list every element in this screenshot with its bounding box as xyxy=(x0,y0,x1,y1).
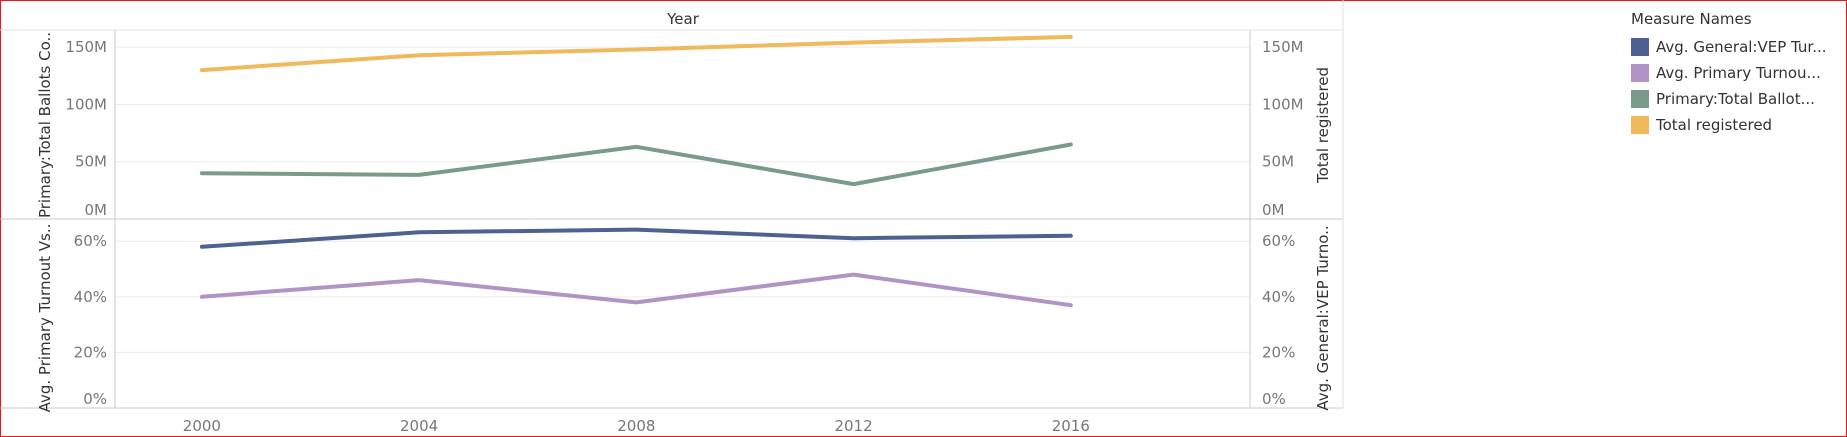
y-tick-label-left: 0M xyxy=(85,201,108,219)
legend-item-total-registered[interactable]: Total registered xyxy=(1631,112,1827,138)
series-line[interactable] xyxy=(199,142,1073,187)
y-tick-label-left: 60% xyxy=(74,232,107,250)
legend-swatch xyxy=(1631,90,1649,108)
bottom-left-axis-title: Avg. Primary Turnout Vs.. xyxy=(36,224,54,413)
bottom-right-axis-title: Avg. General:VEP Turno.. xyxy=(1314,225,1332,410)
legend-label: Avg. Primary Turnou... xyxy=(1656,64,1821,82)
series-line[interactable] xyxy=(199,272,1073,308)
y-tick-label-left: 100M xyxy=(65,95,107,113)
legend-item-primary-ballots[interactable]: Primary:Total Ballot... xyxy=(1631,86,1827,112)
legend-item-primary-turnout[interactable]: Avg. Primary Turnou... xyxy=(1631,60,1827,86)
gridlines xyxy=(115,46,1250,353)
x-tick-label: 2012 xyxy=(834,417,872,435)
x-tick-label: 2008 xyxy=(617,417,655,435)
series-line[interactable] xyxy=(199,227,1073,249)
x-tick-label: 2000 xyxy=(183,417,221,435)
dual-axis-line-chart: Year 0M 0M 50M 50M 100M 100M 150M 150M 0% 0% 20% 20… xyxy=(0,0,1344,435)
y-tick-label-right: 0% xyxy=(1262,390,1286,408)
legend-title: Measure Names xyxy=(1631,10,1752,28)
top-right-axis-title: Total registered xyxy=(1314,67,1332,184)
legend-item-general-vep[interactable]: Avg. General:VEP Tur... xyxy=(1631,34,1827,60)
y-tick-label-right: 0M xyxy=(1262,201,1285,219)
x-tick-label: 2004 xyxy=(400,417,438,435)
y-tick-label-right: 100M xyxy=(1262,95,1304,113)
column-header-year: Year xyxy=(666,10,700,28)
axis-ticks: 0M 0M 50M 50M 100M 100M 150M 150M 0% 0% 20% 20% 40% 4… xyxy=(65,38,1303,435)
legend-swatch xyxy=(1631,38,1649,56)
y-tick-label-left: 20% xyxy=(74,343,107,361)
legend-label: Primary:Total Ballot... xyxy=(1656,90,1815,108)
series-lines xyxy=(199,34,1073,308)
legend: Measure Names Avg. General:VEP Tur... Av… xyxy=(1631,10,1827,138)
plot-borders xyxy=(0,0,1344,409)
series-line[interactable] xyxy=(199,34,1073,73)
legend-label: Total registered xyxy=(1656,116,1773,134)
legend-swatch xyxy=(1631,116,1649,134)
x-tick-label: 2016 xyxy=(1052,417,1090,435)
y-tick-label-right: 150M xyxy=(1262,38,1304,56)
y-tick-label-left: 50M xyxy=(75,153,107,171)
y-tick-label-left: 150M xyxy=(65,38,107,56)
y-tick-label-right: 60% xyxy=(1262,232,1295,250)
y-tick-label-right: 50M xyxy=(1262,153,1294,171)
legend-label: Avg. General:VEP Tur... xyxy=(1656,38,1827,56)
y-tick-label-left: 40% xyxy=(74,288,107,306)
y-tick-label-right: 20% xyxy=(1262,343,1295,361)
legend-swatch xyxy=(1631,64,1649,82)
y-tick-label-right: 40% xyxy=(1262,288,1295,306)
y-tick-label-left: 0% xyxy=(83,390,107,408)
top-left-axis-title: Primary:Total Ballots Co.. xyxy=(36,32,54,218)
